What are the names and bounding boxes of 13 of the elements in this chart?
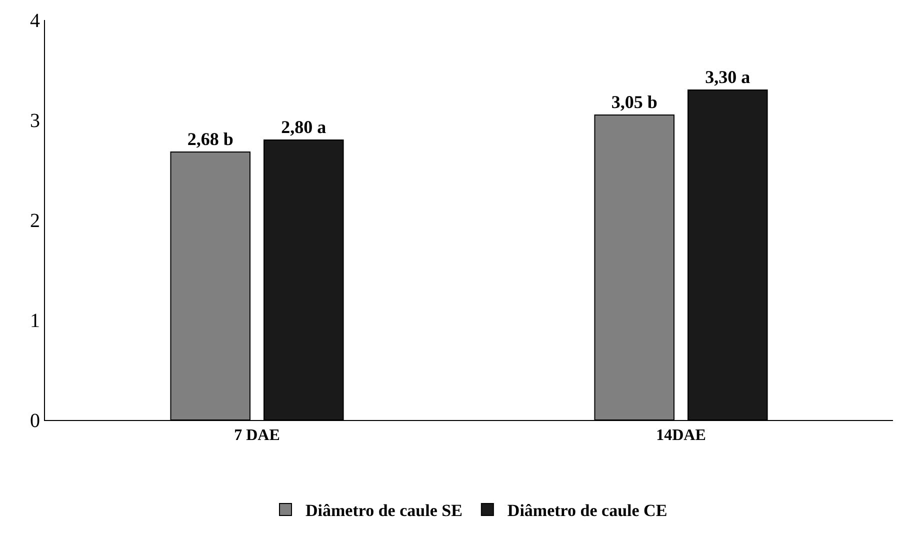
y-tick-label: 4 [30,10,40,32]
data-label: 3,05 b [611,92,658,112]
y-tick-label: 2 [30,210,40,232]
data-label: 2,68 b [187,129,234,149]
legend-label: Diâmetro de caule SE [306,501,462,520]
data-label: 3,30 a [705,67,750,87]
y-tick-label: 0 [30,410,40,432]
y-tick-label: 1 [30,310,40,332]
x-tick-label: 7 DAE [234,427,280,444]
legend-label: Diâmetro de caule CE [507,501,668,520]
data-label: 2,80 a [281,117,326,137]
x-tick-label: 14DAE [656,427,706,444]
y-tick-label: 3 [30,110,40,132]
